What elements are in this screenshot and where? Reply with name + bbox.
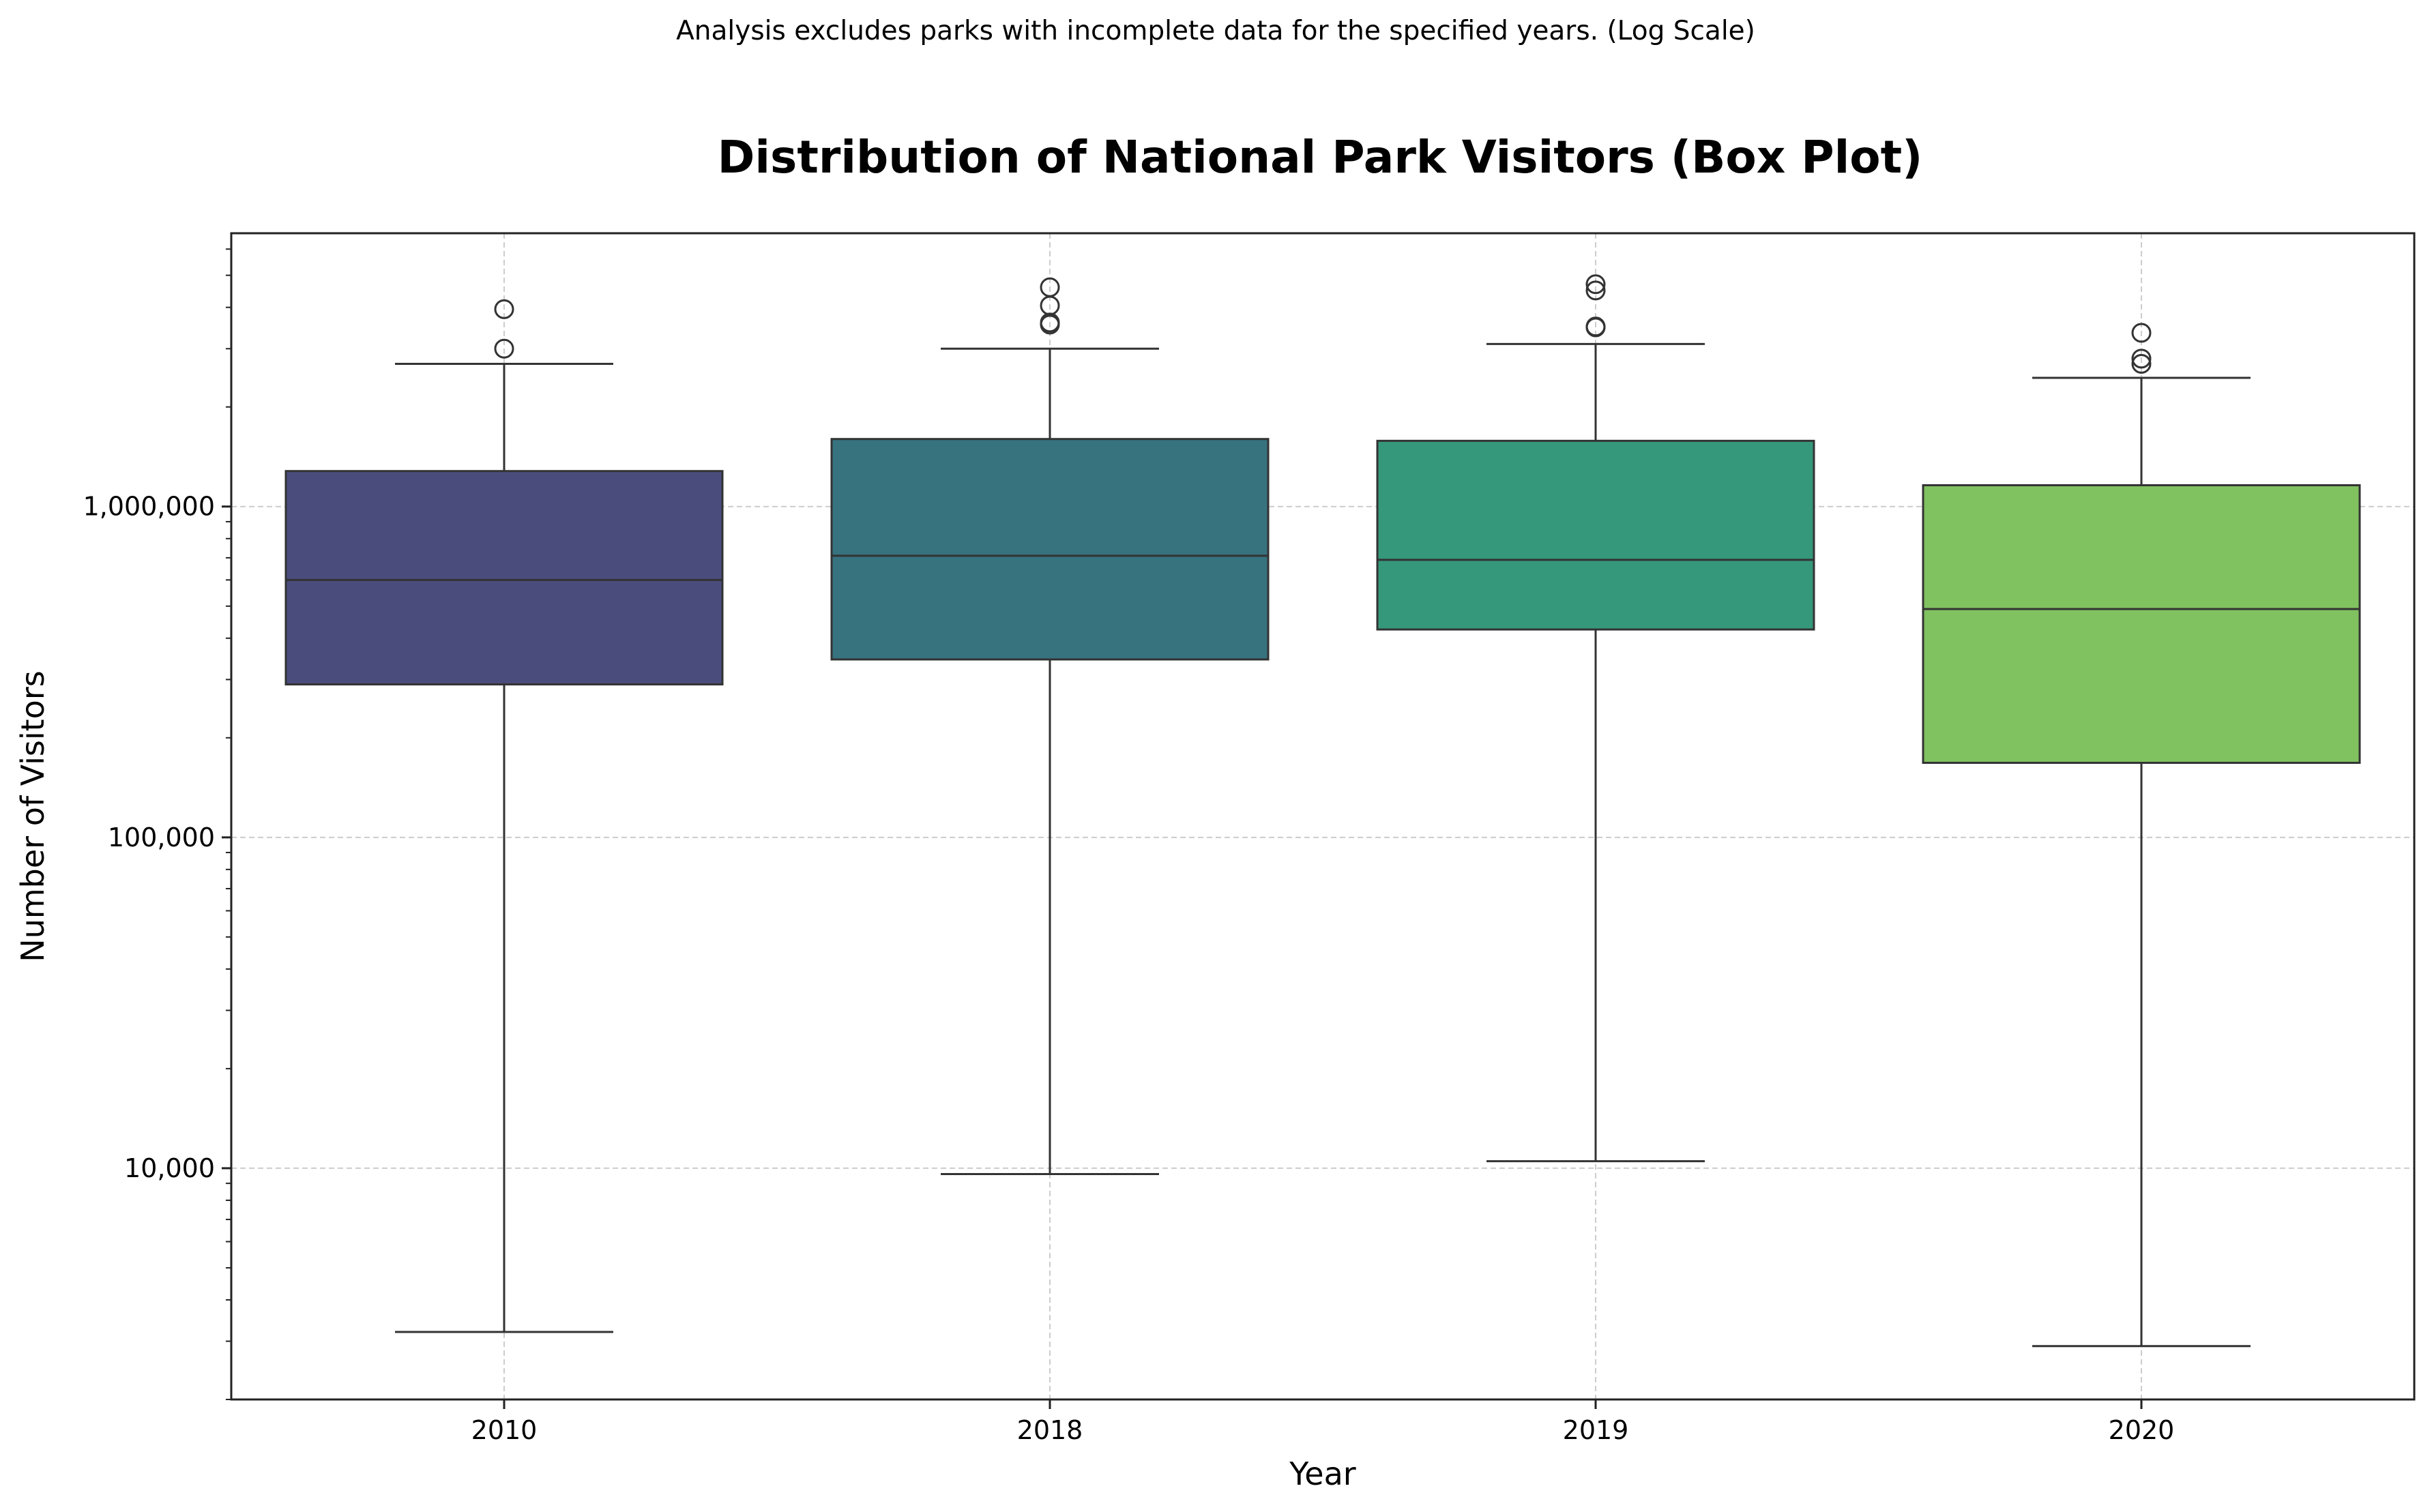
- iqr-box: [1922, 484, 2361, 765]
- x-tick-label: 2019: [1563, 1415, 1629, 1445]
- outlier-point: [1040, 277, 1060, 297]
- y-tick-label: 100,000: [108, 822, 215, 853]
- box-2010: [284, 299, 724, 1333]
- outlier-point: [1585, 274, 1606, 295]
- iqr-box: [830, 438, 1270, 661]
- chart-subtitle: Analysis excludes parks with incomplete …: [676, 16, 1755, 46]
- iqr-box: [284, 470, 724, 686]
- box-2019: [1376, 274, 1815, 1163]
- y-tick-label: 10,000: [124, 1153, 215, 1183]
- chart-title: Distribution of National Park Visitors (…: [718, 131, 1923, 183]
- outlier-point: [494, 299, 514, 319]
- box-2020: [1922, 323, 2361, 1348]
- box-2018: [830, 277, 1270, 1176]
- outlier-point: [494, 338, 514, 359]
- outlier-point: [1585, 280, 1606, 301]
- outlier-point: [2131, 353, 2152, 374]
- y-axis: 10,000 100,000 1,000,000: [83, 248, 231, 1400]
- boxes: [284, 274, 2361, 1348]
- outlier-point: [2131, 349, 2152, 369]
- outlier-point: [2131, 323, 2152, 343]
- x-tick-label: 2020: [2109, 1415, 2175, 1445]
- y-axis-label: Number of Visitors: [14, 670, 51, 962]
- x-axis: 2010 2018 2019 2020: [471, 1399, 2175, 1445]
- plot-frame: [230, 232, 2416, 1401]
- iqr-box: [1376, 439, 1815, 631]
- grid-lines: [231, 233, 2414, 1399]
- outlier-point: [1585, 316, 1606, 337]
- x-tick-label: 2010: [471, 1415, 538, 1445]
- x-tick-label: 2018: [1017, 1415, 1083, 1445]
- y-tick-label: 1,000,000: [83, 492, 215, 522]
- x-axis-label: Year: [1289, 1455, 1356, 1492]
